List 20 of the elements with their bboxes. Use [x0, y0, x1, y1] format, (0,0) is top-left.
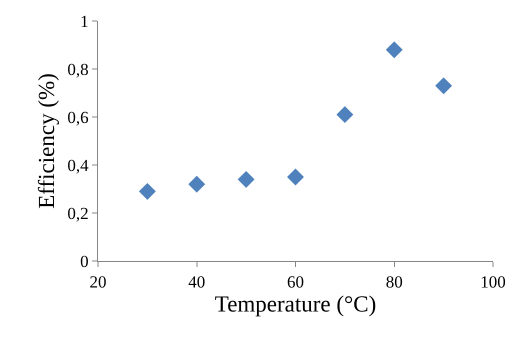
y-tick-label: 0,8 — [67, 60, 89, 79]
x-tick-label: 60 — [287, 272, 304, 292]
y-tick-label: 0,2 — [67, 204, 89, 223]
y-tick-label: 0,4 — [67, 156, 90, 175]
y-tick-label: 1 — [80, 12, 89, 31]
point — [336, 106, 354, 124]
x-tick-label: 20 — [90, 272, 106, 292]
point — [138, 182, 156, 200]
y-tick-label: 0,6 — [67, 108, 89, 127]
point — [188, 176, 206, 193]
point — [435, 77, 452, 94]
y-tick-label: 0 — [80, 252, 89, 271]
x-axis-title: Temperature (°C) — [214, 291, 376, 316]
x-tick-label: 80 — [386, 272, 403, 292]
point — [287, 168, 304, 186]
y-axis-title: Efficiency (%) — [34, 73, 59, 209]
point — [386, 41, 403, 58]
x-tick-label: 40 — [188, 272, 206, 292]
x-tick-label: 100 — [480, 272, 506, 292]
point — [238, 170, 255, 188]
